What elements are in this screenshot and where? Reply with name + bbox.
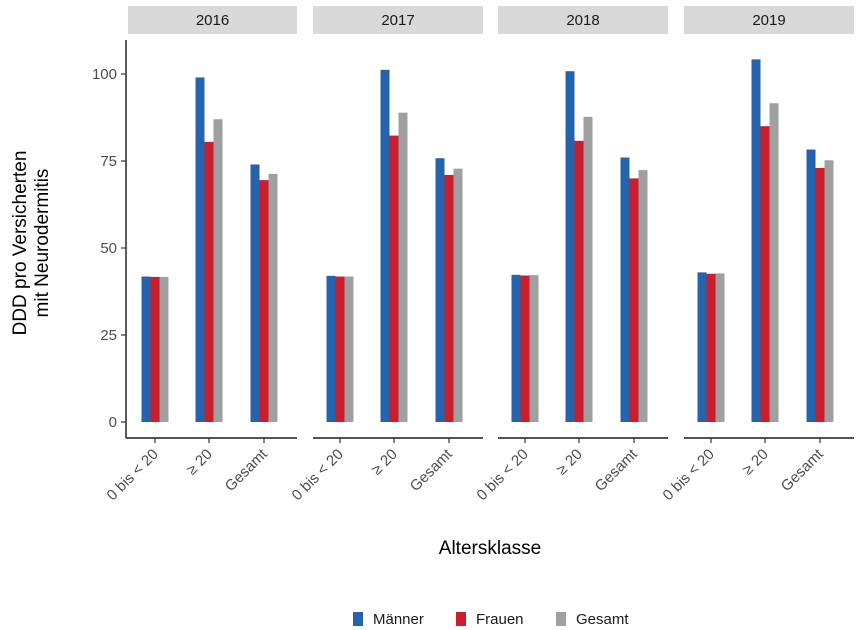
bar-frauen-2016-1 [150, 276, 160, 422]
bar-gesamt-2018-2 [583, 116, 593, 422]
y-tick-label: 0 [109, 414, 117, 431]
bar-männer-2016-3 [250, 164, 260, 423]
x-tick-label: 0 bis < 20 [289, 446, 347, 504]
legend: Männer Frauen Gesamt [353, 611, 629, 628]
bar-frauen-2016-3 [259, 180, 269, 422]
bar-frauen-2019-2 [760, 126, 770, 422]
bar-frauen-2017-1 [335, 276, 345, 422]
bar-gesamt-2016-1 [159, 276, 169, 422]
bar-männer-2017-2 [380, 69, 390, 422]
legend-item-gesamt: Gesamt [556, 611, 629, 628]
facet-strip [684, 6, 854, 34]
facet-strip-label: 2017 [381, 12, 414, 29]
legend-item-frauen: Frauen [456, 611, 524, 628]
x-tick-label: ≥ 20 [739, 446, 772, 479]
x-tick-label: 0 bis < 20 [104, 446, 162, 504]
y-axis-title-line-1: DDD pro Versicherten [10, 151, 31, 336]
x-tick-label: Gesamt [778, 445, 828, 495]
facet-panel-2016: 2016 0 bis < 20 ≥ 20 Gesamt [104, 6, 297, 504]
facet-panel-2018: 2018 0 bis < 20 ≥ 20 Gesamt [474, 6, 668, 504]
bar-männer-2016-1 [141, 276, 151, 422]
bar-gesamt-2017-2 [398, 112, 408, 423]
bar-frauen-2017-2 [389, 135, 399, 422]
bar-gesamt-2018-3 [638, 170, 648, 422]
bar-gesamt-2018-1 [529, 275, 539, 422]
facet-strip [313, 6, 483, 34]
y-axis-title: DDD pro Versicherten mit Neurodermitis [10, 151, 53, 336]
legend-swatch [353, 612, 363, 626]
x-tick-label: ≥ 20 [553, 446, 586, 479]
bar-männer-2018-1 [511, 274, 521, 422]
x-tick-label: ≥ 20 [183, 446, 216, 479]
y-tick-label: 50 [100, 240, 117, 257]
x-tick-label: Gesamt [407, 445, 457, 495]
bar-frauen-2017-3 [444, 174, 454, 422]
x-tick-label: Gesamt [592, 445, 642, 495]
x-axis-title: Altersklasse [439, 538, 541, 559]
y-axis-title-line-2: mit Neurodermitis [32, 169, 53, 318]
facet-panel-2017: 2017 0 bis < 20 ≥ 20 Gesamt [289, 6, 483, 504]
facet-strip [498, 6, 668, 34]
x-tick-label: 0 bis < 20 [474, 446, 532, 504]
legend-label: Männer [373, 611, 424, 628]
bar-frauen-2018-3 [629, 178, 639, 422]
bar-männer-2018-2 [565, 71, 575, 422]
facet-panel-2019: 2019 0 bis < 20 ≥ 20 Gesamt [660, 6, 854, 504]
bar-gesamt-2016-2 [213, 119, 223, 423]
bar-gesamt-2016-3 [268, 173, 278, 422]
bar-frauen-2019-3 [815, 167, 825, 422]
bar-frauen-2018-1 [520, 275, 530, 422]
bar-frauen-2019-1 [706, 273, 716, 422]
bar-gesamt-2019-1 [715, 273, 725, 422]
y-tick-label: 25 [100, 327, 117, 344]
bar-männer-2016-2 [195, 77, 205, 422]
y-axis: 0 25 50 75 100 [92, 40, 127, 438]
facet-strip [128, 6, 297, 34]
facet-strip-label: 2018 [566, 12, 599, 29]
facet-strip-label: 2019 [752, 12, 785, 29]
bar-gesamt-2017-3 [453, 168, 463, 422]
y-tick-label: 100 [92, 66, 117, 83]
bar-männer-2019-2 [751, 59, 761, 422]
bar-männer-2018-3 [620, 157, 630, 422]
bar-männer-2019-1 [697, 272, 707, 422]
x-tick-label: Gesamt [222, 445, 272, 495]
bar-männer-2017-3 [435, 158, 445, 422]
legend-label: Frauen [476, 611, 524, 628]
bar-frauen-2018-2 [574, 140, 584, 423]
x-tick-label: ≥ 20 [368, 446, 401, 479]
bar-gesamt-2017-1 [344, 276, 354, 422]
bar-männer-2017-1 [326, 275, 336, 422]
bar-gesamt-2019-3 [824, 160, 834, 422]
legend-item-männer: Männer [353, 611, 424, 628]
facet-strip-label: 2016 [196, 12, 229, 29]
bar-gesamt-2019-2 [769, 103, 779, 423]
legend-swatch [456, 612, 466, 626]
bar-frauen-2016-2 [204, 141, 214, 423]
bar-männer-2019-3 [806, 149, 816, 423]
legend-label: Gesamt [576, 611, 629, 628]
legend-swatch [556, 612, 566, 626]
x-tick-label: 0 bis < 20 [660, 446, 718, 504]
y-tick-label: 75 [100, 153, 117, 170]
